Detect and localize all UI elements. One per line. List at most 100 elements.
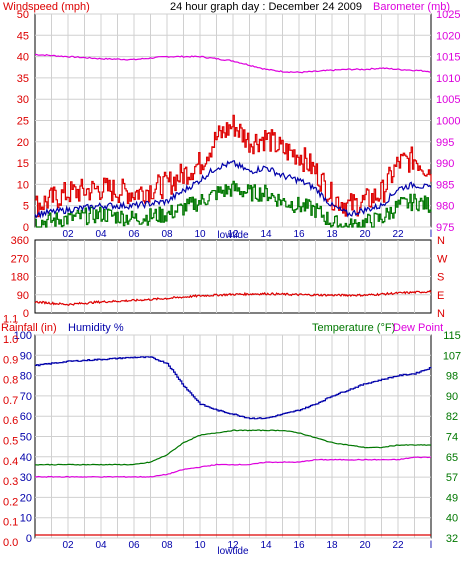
humidity-y-tick: 20	[20, 492, 32, 504]
temperature-y-tick: 32	[446, 533, 458, 545]
x-tick-label: l	[430, 540, 432, 551]
rain-y-tick: 0.9	[3, 354, 18, 366]
x-tick-label: 16	[293, 540, 305, 551]
direction-y-tick: 180	[11, 272, 29, 284]
barometer-y-tick: 975	[436, 222, 454, 234]
barometer-y-tick: 1010	[436, 73, 460, 85]
humidity-line	[35, 356, 432, 420]
x-tick-label: 16	[293, 229, 305, 240]
barometer-line	[35, 53, 431, 74]
minimum-line	[35, 180, 432, 228]
gust-line	[35, 114, 432, 218]
rain-y-tick: 0.3	[3, 476, 18, 488]
x-tick-label: 14	[260, 229, 272, 240]
compass-tick: W	[437, 253, 448, 265]
wind-y-tick: 45	[17, 30, 29, 42]
x-tick-label: 12	[227, 229, 239, 240]
temperature-y-tick: 57	[446, 472, 458, 484]
direction-y-tick: 0	[23, 308, 29, 320]
humidity-y-tick: 10	[20, 513, 32, 525]
direction-y-tick: 270	[11, 253, 29, 265]
humidity-axis-title: Humidity %	[68, 322, 124, 334]
rain-y-tick: 0.2	[3, 496, 18, 508]
x-tick-label: 02	[62, 540, 74, 551]
barometer-axis-title: Barometer (mb)	[373, 1, 450, 13]
rainfall-axis-title: Rainfall (in)	[1, 322, 57, 334]
x-tick-label: 04	[95, 540, 107, 551]
x-tick-label: 14	[260, 540, 272, 551]
humidity-y-tick: 0	[26, 533, 32, 545]
x-tick-label: l	[430, 229, 432, 240]
x-axis-label-top: lowtide	[217, 230, 249, 241]
x-tick-label: 12	[227, 540, 239, 551]
rain-y-tick: 1.0	[3, 334, 18, 346]
x-tick-label: 02	[62, 229, 74, 240]
temperature-line	[34, 429, 432, 466]
direction-y-tick: 360	[11, 235, 29, 247]
temperature-y-tick: 115	[443, 330, 461, 342]
x-tick-label: 10	[194, 540, 206, 551]
grids	[35, 13, 431, 539]
compass-tick: N	[437, 235, 445, 247]
compass-tick: E	[437, 290, 444, 302]
temperature-y-tick: 98	[446, 371, 458, 383]
temperature-y-tick: 49	[446, 492, 458, 504]
x-tick-label: 10	[194, 229, 206, 240]
rain-y-tick: 0.6	[3, 415, 18, 427]
barometer-y-tick: 1015	[436, 52, 460, 64]
average-line	[34, 160, 432, 219]
humidity-y-tick: 30	[20, 472, 32, 484]
wind-y-tick: 5	[23, 201, 29, 213]
rain-y-tick: 1.1	[3, 314, 18, 326]
direction-y-tick: 90	[17, 290, 29, 302]
rain-y-tick: 0.8	[3, 375, 18, 387]
x-tick-label: 06	[128, 229, 140, 240]
x-tick-label: 22	[392, 229, 404, 240]
rain-y-tick: 0.4	[3, 456, 18, 468]
barometer-y-tick: 995	[436, 137, 454, 149]
x-tick-label: 20	[359, 540, 371, 551]
wind-y-tick: 50	[17, 9, 29, 21]
barometer-y-tick: 1020	[436, 30, 460, 42]
humidity-y-tick: 50	[20, 432, 32, 444]
wind-y-tick: 0	[23, 222, 29, 234]
wind-y-tick: 40	[17, 52, 29, 64]
rain-y-tick: 0.7	[3, 395, 18, 407]
humidity-y-tick: 100	[14, 330, 32, 342]
chart-title: 24 hour graph day : December 24 2009	[170, 1, 362, 13]
wind-y-tick: 35	[17, 73, 29, 85]
x-tick-label: 04	[95, 229, 107, 240]
humidity-y-tick: 70	[20, 391, 32, 403]
temperature-y-tick: 65	[446, 452, 458, 464]
dewpoint-line	[34, 456, 432, 478]
series-lines	[34, 53, 432, 536]
compass-tick: N	[437, 308, 445, 320]
x-tick-label: 18	[326, 229, 338, 240]
wind-y-tick: 30	[17, 94, 29, 106]
direction-line	[34, 289, 432, 307]
wind-y-tick: 20	[17, 137, 29, 149]
x-tick-label: 08	[161, 229, 173, 240]
rain-y-tick: 0.5	[3, 436, 18, 448]
temperature-y-tick: 90	[446, 391, 458, 403]
temperature-y-tick: 74	[446, 432, 458, 444]
temperature-y-tick: 107	[443, 350, 461, 362]
dewpoint-axis-title: Dew Point	[393, 322, 443, 334]
x-tick-label: 22	[392, 540, 404, 551]
temperature-y-tick: 82	[446, 411, 458, 423]
humidity-y-tick: 60	[20, 411, 32, 423]
compass-tick: S	[437, 272, 444, 284]
x-axis-label-bottom: lowtide	[217, 546, 249, 557]
wind-y-tick: 15	[17, 158, 29, 170]
rain-y-tick: 0.1	[3, 517, 18, 529]
barometer-y-tick: 990	[436, 158, 454, 170]
x-tick-label: 18	[326, 540, 338, 551]
humidity-y-tick: 40	[20, 452, 32, 464]
x-tick-label: 20	[359, 229, 371, 240]
windspeed-axis-title: Windspeed (mph)	[3, 1, 90, 13]
barometer-y-tick: 1005	[436, 94, 460, 106]
barometer-y-tick: 1000	[436, 116, 460, 128]
x-tick-label: 08	[161, 540, 173, 551]
wind-y-tick: 10	[17, 179, 29, 191]
